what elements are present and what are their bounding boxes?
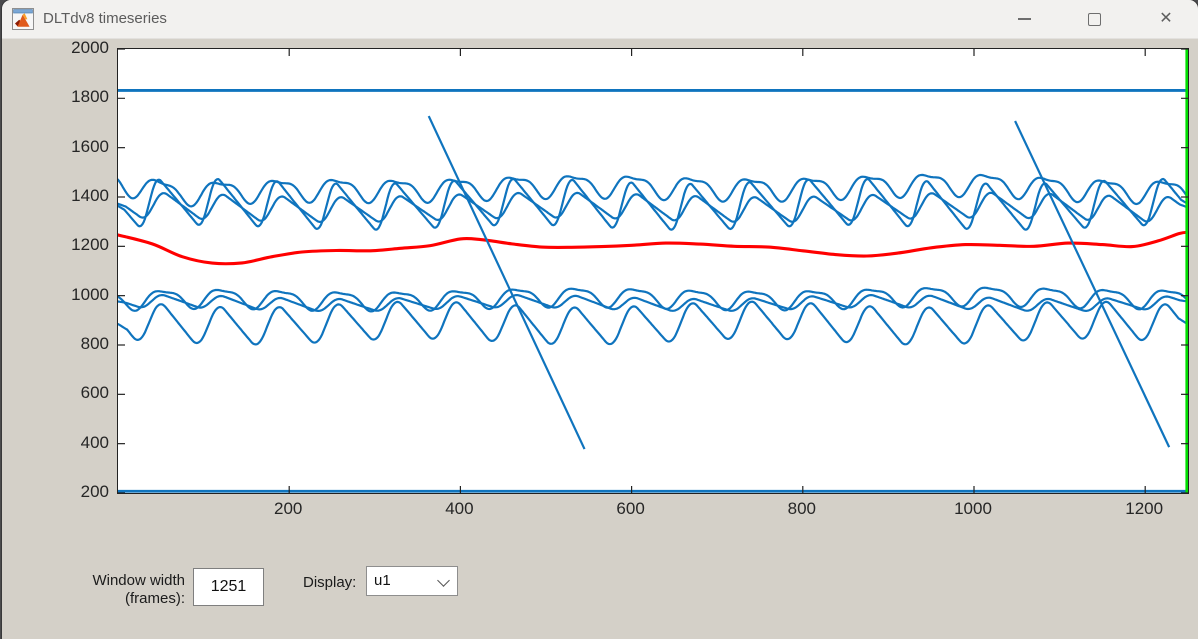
diagonal-1-line (427, 115, 586, 450)
minimize-button[interactable] (1001, 0, 1047, 38)
x-tick-label: 600 (616, 499, 645, 518)
y-tick-label: 1000 (71, 284, 109, 304)
y-tick-label: 1800 (71, 87, 109, 107)
display-label: Display: (303, 574, 357, 591)
y-tick-label: 1400 (71, 186, 109, 205)
chevron-down-icon (437, 574, 450, 587)
diagonal-2-line (1014, 120, 1171, 448)
lower-saw-deep-line (116, 300, 1189, 346)
window-width-input[interactable] (193, 568, 264, 606)
y-tick-label: 1600 (71, 136, 109, 156)
y-tick-label: 200 (80, 482, 109, 501)
minimize-icon (1017, 18, 1031, 20)
window-width-label-line1: Window width (92, 572, 185, 589)
lower-smooth-wave-line (116, 286, 1189, 313)
x-tick-label: 200 (274, 499, 303, 518)
y-tick-label: 600 (80, 383, 109, 403)
maximize-icon (1087, 12, 1101, 26)
x-tick-label: 1200 (1125, 499, 1164, 518)
close-icon: ✕ (1159, 10, 1173, 27)
y-tick-label: 1200 (71, 235, 109, 255)
x-tick-label: 1000 (954, 499, 992, 518)
maximize-button[interactable] (1071, 0, 1117, 38)
upper-smooth-wave-line (116, 173, 1189, 208)
x-tick-label: 800 (787, 499, 816, 518)
x-tick-label: 400 (445, 499, 474, 518)
upper-saw-large-line (116, 177, 1189, 231)
matlab-logo-icon (12, 8, 34, 30)
window-width-label-line2: (frames): (125, 590, 185, 607)
y-tick-label: 400 (80, 432, 109, 452)
y-tick-label: 800 (80, 334, 109, 353)
timeseries-plot-canvas (116, 48, 1190, 494)
timeseries-plot[interactable] (116, 48, 1190, 494)
upper-saw-small-line (116, 191, 1189, 223)
window-width-label: Window width (frames): (47, 572, 185, 608)
window-title: DLTdv8 timeseries (43, 10, 167, 27)
y-tick-label: 2000 (71, 38, 109, 57)
display-dropdown[interactable]: u1 (366, 566, 458, 596)
red-trace-line (116, 230, 1190, 266)
lower-saw-small-line (116, 294, 1189, 312)
display-dropdown-value: u1 (374, 572, 391, 589)
title-bar: DLTdv8 timeseries ✕ (2, 0, 1198, 39)
close-button[interactable]: ✕ (1143, 0, 1189, 38)
